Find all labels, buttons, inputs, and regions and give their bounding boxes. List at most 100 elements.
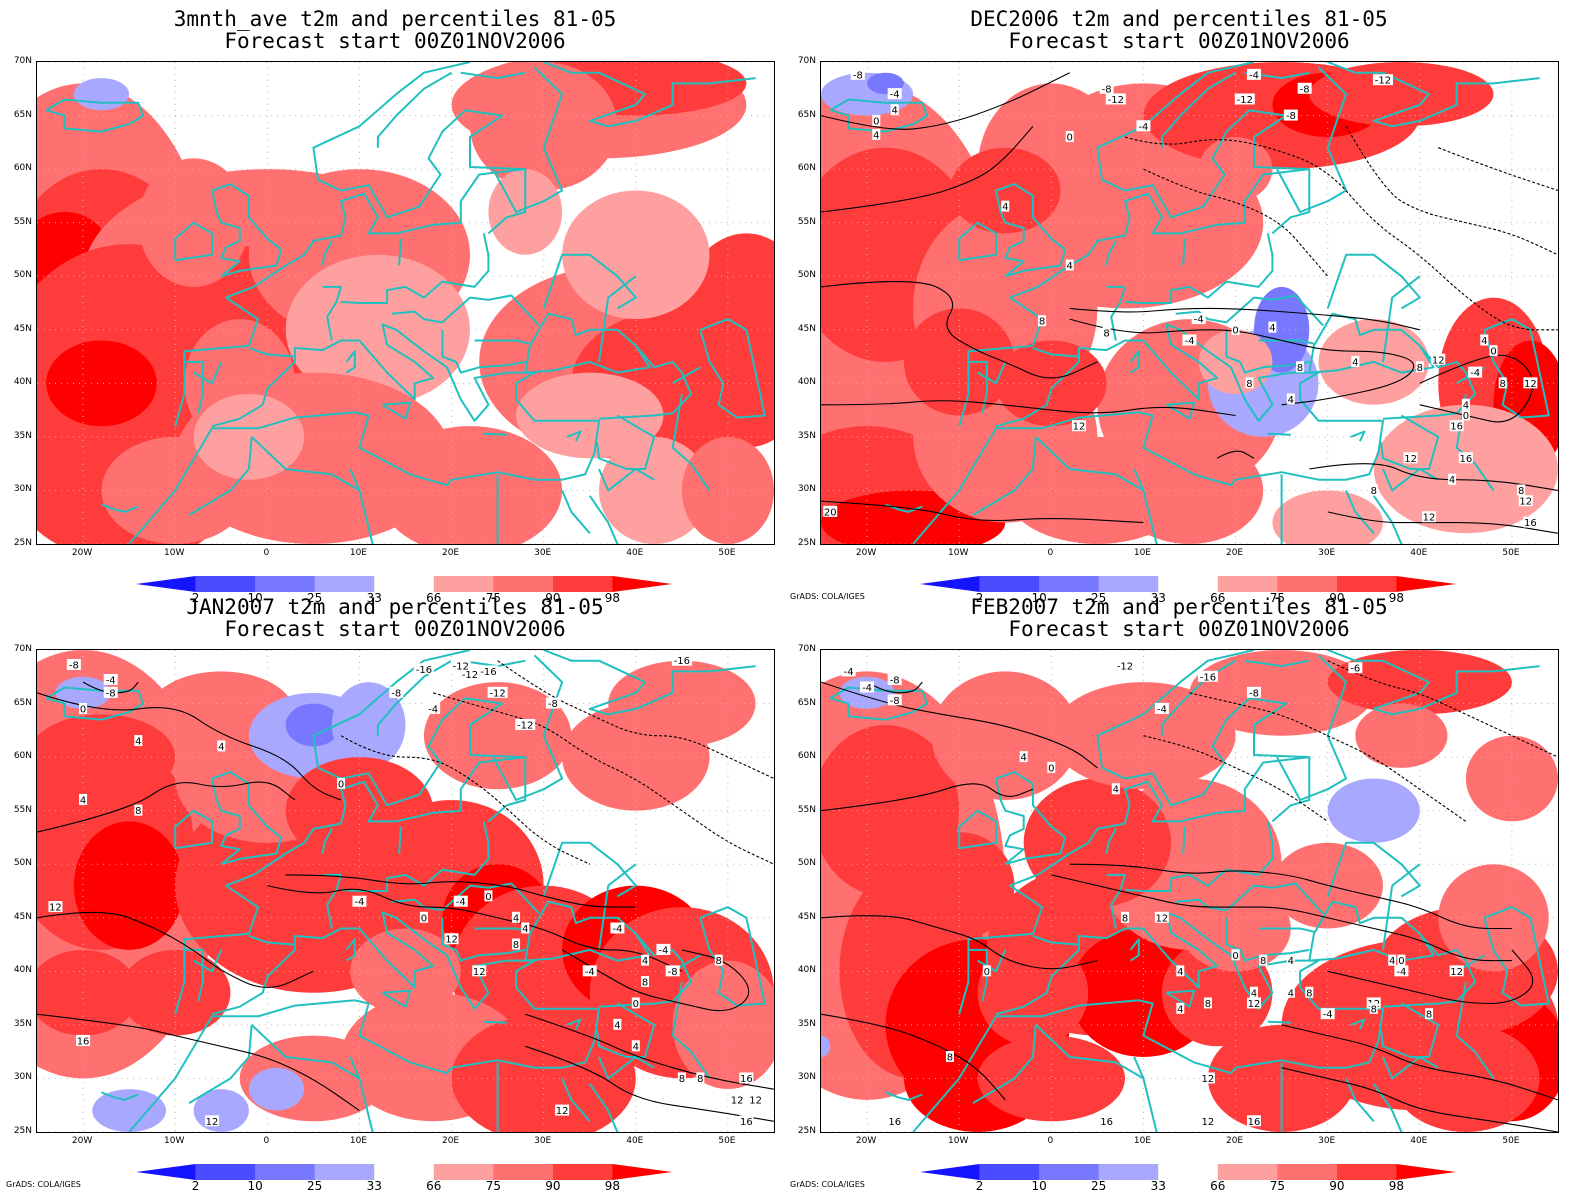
contour-label-box	[555, 1104, 570, 1116]
contour-label-box	[103, 686, 118, 698]
shade-region	[1373, 404, 1558, 534]
contour-label: 12	[48, 901, 63, 914]
contour-label: 4	[1268, 321, 1277, 334]
contour-label: -12	[515, 718, 536, 731]
contour-label: -4	[1136, 120, 1151, 133]
lon-tick-label: 20W	[71, 548, 93, 558]
map-plot-area	[36, 61, 775, 545]
contour-label-text: 12	[1155, 913, 1168, 924]
coastline	[483, 1020, 507, 1024]
colorbar-label: 2	[975, 1179, 984, 1193]
coastline	[958, 221, 997, 262]
contour-label-box	[1431, 353, 1446, 365]
contour-label-box	[1099, 82, 1114, 94]
contour-label-box	[1105, 93, 1126, 105]
coastline	[1271, 757, 1311, 823]
contour-label-box	[1286, 986, 1295, 998]
contour-label: 4	[890, 104, 899, 117]
map-panel-2: DEC2006 t2m and percentiles 81-05 Forecas…	[784, 0, 1574, 605]
contour-label-text: 0	[633, 999, 639, 1010]
shade-region	[1392, 1024, 1540, 1132]
shade-region	[46, 340, 157, 427]
contour-label-text: 4	[1389, 956, 1395, 967]
contour-label-text: 8	[513, 940, 519, 951]
contour-label: -12	[450, 660, 471, 673]
coastline	[349, 1056, 374, 1132]
contour-label-box	[1259, 954, 1268, 966]
contour-label-text: 4	[1288, 988, 1294, 999]
coastline	[487, 169, 527, 235]
colorbar-segment	[1158, 576, 1219, 592]
coastline	[972, 436, 1037, 516]
lat-tick-label: 55N	[13, 216, 32, 227]
contour-label: 0	[79, 702, 88, 715]
contour-label-box	[582, 965, 597, 977]
grads-credit: GrADS: COLA/IGES	[790, 592, 865, 601]
contour-label-box	[1305, 986, 1314, 998]
lat-tick-label: 70N	[797, 644, 816, 654]
contour-label-box	[823, 505, 838, 517]
contour-label-box	[613, 1018, 622, 1030]
shade-region	[423, 682, 572, 790]
contour-label-box	[1397, 954, 1406, 966]
colorbar-label: 25	[307, 591, 323, 605]
contour-line	[267, 885, 683, 972]
coastline	[460, 71, 526, 80]
contour-label-text: 0	[1232, 325, 1238, 336]
colorbar-segment	[552, 1164, 613, 1180]
contour-label: -4	[103, 673, 118, 686]
colorbar-segment	[195, 576, 256, 592]
lat-tick-label: 25N	[13, 1126, 32, 1136]
contour-label-box	[887, 673, 902, 685]
contour-label-box	[48, 901, 63, 913]
colorbar-label: 33	[1150, 1179, 1166, 1193]
contour-label-text: 8	[1205, 999, 1211, 1010]
coastline	[1105, 828, 1117, 854]
contour-label: 16	[1523, 516, 1538, 529]
map-panel-1: 3mnth_ave t2m and percentiles 81-05 Forec…	[0, 0, 790, 605]
lat-tick-label: 65N	[13, 109, 32, 120]
contour-label-box	[450, 660, 471, 672]
coastline	[492, 654, 564, 801]
contour-label: -12	[1372, 74, 1393, 87]
colorbar-segment	[1217, 1164, 1278, 1180]
contour-label: 0	[1461, 409, 1470, 422]
contour-label: -16	[478, 665, 499, 678]
grads-credit: GrADS: COLA/IGES	[6, 1180, 81, 1189]
coastline	[912, 323, 1384, 544]
contour-label-text: 8	[1103, 328, 1109, 339]
contour-label: 4	[1351, 355, 1360, 368]
contour-label: 8	[1415, 361, 1424, 374]
contour-label-text: -4	[1323, 1010, 1333, 1021]
coastline	[598, 275, 637, 363]
colorbar-label: 98	[1388, 1179, 1405, 1193]
panel-subtitle: Forecast start 00Z01NOV2006	[224, 617, 566, 641]
lat-tick-label: 35N	[797, 430, 816, 441]
lon-tick-label: 10E	[1133, 1136, 1151, 1146]
coastline	[391, 294, 540, 327]
colorbar-label: 66	[1210, 1179, 1226, 1193]
coastline	[1129, 350, 1140, 374]
contour-label: 4	[631, 1040, 640, 1053]
contour-label-box	[1517, 484, 1526, 496]
contour-label-text: 4	[1177, 1004, 1183, 1015]
contour-label: -4	[887, 88, 902, 101]
coastline	[248, 935, 295, 946]
contour-line	[821, 783, 1034, 812]
colorbar-label: 90	[1329, 1179, 1345, 1193]
colorbar-segment	[374, 576, 435, 592]
contour-label: -12	[459, 668, 480, 681]
colorbar-segment	[433, 1164, 494, 1180]
contour-label-text: 8	[1297, 363, 1303, 374]
lon-tick-label: 30E	[534, 548, 552, 558]
contour-label-text: -12	[1237, 95, 1253, 106]
contour-label-box	[1176, 965, 1185, 977]
contour-label: 8	[512, 938, 521, 951]
colorbar-segment	[1277, 576, 1338, 592]
coastline	[1032, 347, 1079, 358]
contour-label: 4	[1001, 200, 1010, 213]
contour-label-box	[134, 735, 143, 747]
map-canvas	[37, 62, 774, 544]
contour-label-box	[860, 681, 875, 693]
contour-label-text: 8	[1306, 988, 1312, 999]
